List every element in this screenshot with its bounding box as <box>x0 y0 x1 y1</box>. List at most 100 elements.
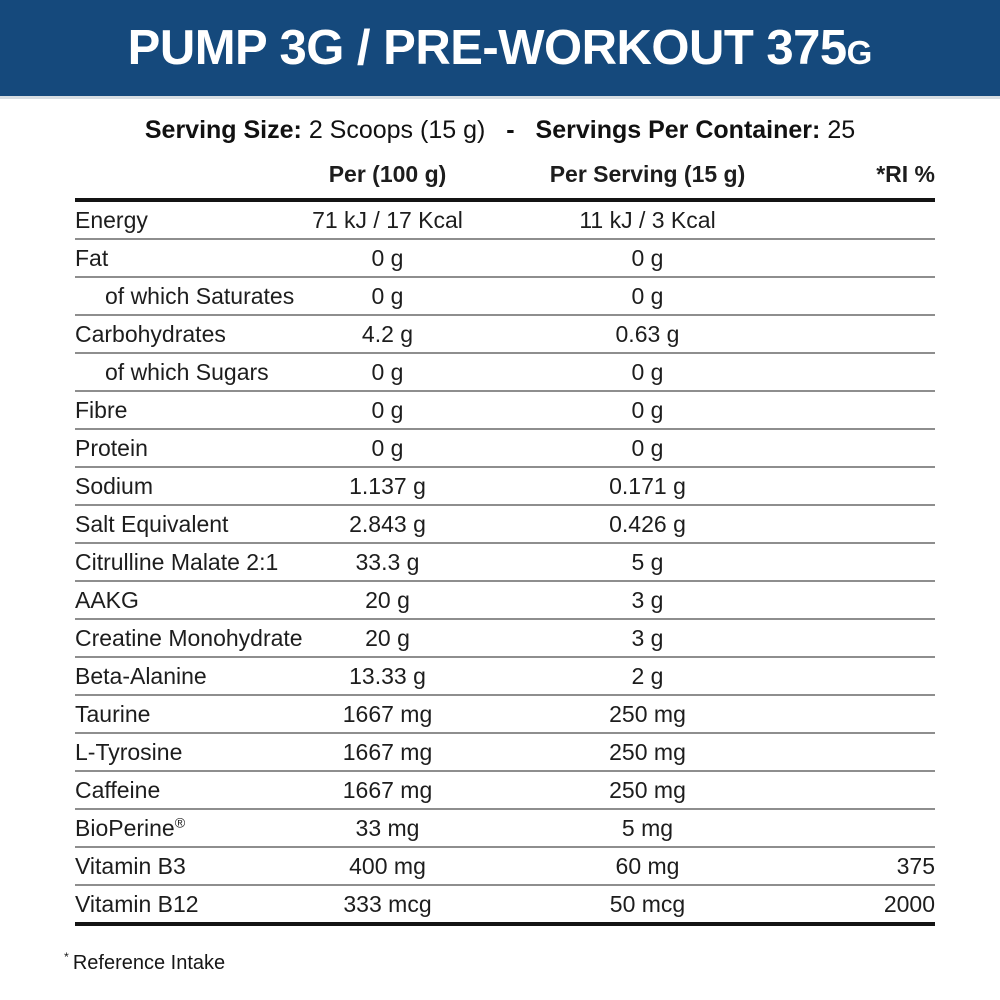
value-ri-percent <box>800 505 935 544</box>
value-ri-percent <box>800 200 935 240</box>
value-per-serving: 0.426 g <box>495 505 800 544</box>
value-per-serving: 0 g <box>495 429 800 468</box>
value-per-serving: 50 mcg <box>495 885 800 926</box>
serving-separator: - <box>506 116 515 144</box>
value-ri-percent <box>800 543 935 582</box>
value-per-serving: 250 mg <box>495 695 800 734</box>
nutrient-name: Protein <box>75 429 280 468</box>
value-per-100g: 0 g <box>280 277 495 316</box>
table-header-row: Per (100 g) Per Serving (15 g) *RI % <box>75 161 935 202</box>
value-per-100g: 0 g <box>280 239 495 278</box>
title-bar: PUMP 3G / PRE-WORKOUT 375G <box>0 0 1000 96</box>
table-row: Vitamin B3 400 mg 60 mg 375 <box>75 847 935 886</box>
header-nutrient <box>75 161 280 202</box>
servings-per-container-value: 25 <box>827 116 856 144</box>
value-ri-percent: 2000 <box>800 885 935 926</box>
value-per-serving: 0 g <box>495 239 800 278</box>
nutrient-name: AAKG <box>75 581 280 620</box>
servings-per-container-label: Servings Per Container: <box>535 116 821 144</box>
value-ri-percent <box>800 429 935 468</box>
value-per-serving: 3 g <box>495 619 800 658</box>
value-per-100g: 0 g <box>280 353 495 392</box>
table-row: Caffeine 1667 mg 250 mg <box>75 771 935 810</box>
value-per-serving: 2 g <box>495 657 800 696</box>
value-per-100g: 33.3 g <box>280 543 495 582</box>
value-per-100g: 0 g <box>280 429 495 468</box>
value-per-serving: 0 g <box>495 391 800 430</box>
value-per-100g: 1667 mg <box>280 771 495 810</box>
value-ri-percent <box>800 771 935 810</box>
value-ri-percent <box>800 809 935 848</box>
nutrient-name: Salt Equivalent <box>75 505 280 544</box>
registered-trademark-symbol: ® <box>174 814 186 831</box>
value-per-100g: 1.137 g <box>280 467 495 506</box>
nutrient-name: Energy <box>75 200 280 240</box>
value-ri-percent <box>800 695 935 734</box>
value-ri-percent <box>800 239 935 278</box>
value-per-serving: 5 mg <box>495 809 800 848</box>
footnote-asterisk: * <box>64 950 69 965</box>
value-per-serving: 5 g <box>495 543 800 582</box>
nutrient-name: Caffeine <box>75 771 280 810</box>
value-per-serving: 250 mg <box>495 771 800 810</box>
value-per-serving: 3 g <box>495 581 800 620</box>
value-per-100g: 20 g <box>280 619 495 658</box>
value-ri-percent <box>800 315 935 354</box>
value-per-100g: 13.33 g <box>280 657 495 696</box>
nutrient-name: BioPerine® <box>75 809 280 848</box>
serving-info: Serving Size: 2 Scoops (15 g) - Servings… <box>0 116 1000 145</box>
value-per-serving: 0 g <box>495 353 800 392</box>
nutrient-name: Fibre <box>75 391 280 430</box>
value-per-100g: 1667 mg <box>280 733 495 772</box>
value-per-serving: 60 mg <box>495 847 800 886</box>
table-row: Energy 71 kJ / 17 Kcal 11 kJ / 3 Kcal <box>75 200 935 240</box>
table-row: Vitamin B12 333 mcg 50 mcg 2000 <box>75 885 935 926</box>
table-row: Salt Equivalent 2.843 g 0.426 g <box>75 505 935 544</box>
value-per-100g: 1667 mg <box>280 695 495 734</box>
value-ri-percent <box>800 619 935 658</box>
nutrient-name: of which Saturates <box>75 277 294 316</box>
value-ri-percent: 375 <box>800 847 935 886</box>
value-per-100g: 400 mg <box>280 847 495 886</box>
serving-size-value: 2 Scoops (15 g) <box>308 116 486 144</box>
value-ri-percent <box>800 277 935 316</box>
nutrition-table: Per (100 g) Per Serving (15 g) *RI % Ene… <box>75 161 935 926</box>
table-row: Sodium 1.137 g 0.171 g <box>75 467 935 506</box>
value-ri-percent <box>800 391 935 430</box>
value-per-100g: 33 mg <box>280 809 495 848</box>
product-title-text: PUMP 3G / PRE-WORKOUT 375 <box>127 21 848 75</box>
value-per-serving: 0 g <box>495 277 800 316</box>
table-row: Carbohydrates 4.2 g 0.63 g <box>75 315 935 354</box>
value-per-serving: 0.63 g <box>495 315 800 354</box>
serving-size-label: Serving Size: <box>144 116 302 144</box>
nutrient-name: Creatine Monohydrate <box>75 619 303 658</box>
nutrient-name: Sodium <box>75 467 280 506</box>
value-per-100g: 2.843 g <box>280 505 495 544</box>
table-row: Taurine 1667 mg 250 mg <box>75 695 935 734</box>
value-per-serving: 250 mg <box>495 733 800 772</box>
value-per-100g: 20 g <box>280 581 495 620</box>
value-ri-percent <box>800 733 935 772</box>
header-ri-percent: *RI % <box>800 161 935 202</box>
nutrient-name: L-Tyrosine <box>75 733 280 772</box>
value-ri-percent <box>800 657 935 696</box>
nutrient-name: Citrulline Malate 2:1 <box>75 543 280 582</box>
value-per-serving: 11 kJ / 3 Kcal <box>495 200 800 240</box>
nutrient-name: of which Sugars <box>75 353 280 392</box>
nutrient-name: Carbohydrates <box>75 315 280 354</box>
value-ri-percent <box>800 581 935 620</box>
value-per-100g: 4.2 g <box>280 315 495 354</box>
nutrient-name: Beta-Alanine <box>75 657 280 696</box>
value-per-100g: 333 mcg <box>280 885 495 926</box>
nutrient-name: Fat <box>75 239 280 278</box>
table-row: L-Tyrosine 1667 mg 250 mg <box>75 733 935 772</box>
nutrient-name: Vitamin B12 <box>75 885 280 926</box>
